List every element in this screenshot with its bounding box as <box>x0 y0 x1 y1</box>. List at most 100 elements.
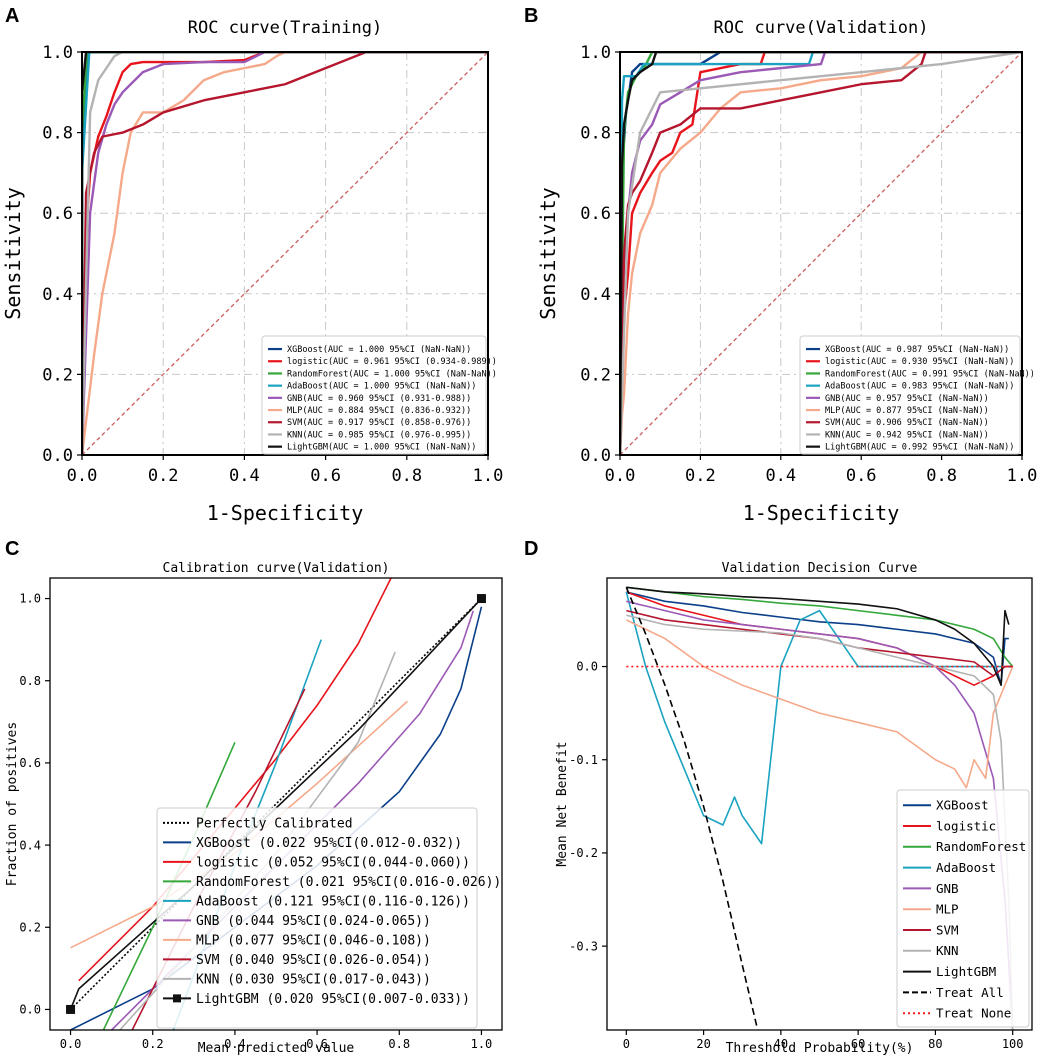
x-tick-label: 0.0 <box>605 466 636 486</box>
x-tick-label: 0.2 <box>142 1037 164 1051</box>
axes-frame <box>81 51 489 456</box>
legend-entry: LightGBM <box>936 964 996 979</box>
legend-entry: MLP <box>936 902 959 917</box>
legend-marker <box>173 994 181 1003</box>
x-axis-label: Mean predicted value <box>198 1041 355 1056</box>
legend-entry: XGBoost(AUC = 1.000 95%CI (NaN-NaN)) <box>287 345 471 355</box>
y-tick-label: 0.4 <box>580 285 611 305</box>
panel-D: D 0 20 40 60 80 100 0.0 -0.1 -0.2 -0.3 Validation D… <box>524 538 1033 1056</box>
series-gnb <box>626 600 1014 1030</box>
legend: XGBoost(AUC = 0.987 95%CI (NaN-NaN)) logi… <box>799 335 1035 455</box>
legend-entry: logistic(AUC = 0.930 95%CI (NaN-NaN)) <box>825 357 1014 367</box>
x-tick-label: 0.6 <box>310 466 341 486</box>
legend-box <box>799 335 1021 455</box>
x-tick-label: 0.6 <box>846 466 877 486</box>
x-tick-label: 1.0 <box>473 466 504 486</box>
legend-entry: MLP (0.077 95%CI(0.046-0.108)) <box>196 933 431 948</box>
legend-entry: SVM <box>936 922 959 937</box>
legend-entry: MLP(AUC = 0.877 95%CI (NaN-NaN)) <box>825 406 989 416</box>
x-tick-label: 60 <box>851 1037 865 1051</box>
x-axis-label: 1-Specificity <box>743 501 900 525</box>
chance-diagonal <box>82 52 488 455</box>
x-tick-label: 1.0 <box>1007 466 1038 486</box>
y-tick-label: 1.0 <box>42 43 73 63</box>
lightgbm-marker <box>476 594 486 604</box>
y-tick-label: 0.0 <box>19 1003 41 1017</box>
y-tick-label: 0.2 <box>42 365 73 385</box>
y-tick-label: 0.4 <box>42 285 73 305</box>
y-tick-label: 0.8 <box>19 674 41 688</box>
legend-entry: AdaBoost(AUC = 0.983 95%CI (NaN-NaN)) <box>825 382 1014 392</box>
legend-box <box>156 807 478 1029</box>
panel-A: A 0.0 0.2 0.4 0.6 0.8 1.0 0.0 0.2 0.4 0.6 0.8 1.0 ROC… <box>1 5 503 525</box>
legend-entry: KNN(AUC = 0.985 95%CI (0.976-0.995)) <box>287 430 471 440</box>
panel-C: C 0.0 0.2 0.4 0.6 0.8 1.0 0.0 0.2 0.4 0.6 0.8 1.0 Cal… <box>5 538 503 1056</box>
x-tick-label: 100 <box>1002 1037 1024 1051</box>
legend-entry: logistic (0.052 95%CI(0.044-0.060)) <box>196 855 470 870</box>
series-lightgbm <box>626 586 1010 686</box>
x-tick-label: 0.2 <box>685 466 716 486</box>
y-tick-label: 1.0 <box>580 43 611 63</box>
y-tick-label: 1.0 <box>19 592 41 606</box>
chart-title: Calibration curve(Validation) <box>163 561 390 576</box>
x-tick-label: 0.8 <box>391 466 422 486</box>
series-gnb <box>82 52 488 455</box>
series-svm <box>82 52 488 455</box>
legend-entry: MLP(AUC = 0.884 95%CI (0.836-0.932)) <box>287 406 471 416</box>
legend: XGBoost logistic RandomForest AdaBoost GNB ML… <box>896 789 1030 1028</box>
legend-entry: LightGBM(AUC = 0.992 95%CI (NaN-NaN)) <box>825 443 1014 453</box>
legend-entry: RandomForest <box>936 839 1026 854</box>
legend-entry: KNN (0.030 95%CI(0.017-0.043)) <box>196 972 431 987</box>
legend-entry: logistic <box>936 818 996 833</box>
x-tick-label: 20 <box>696 1037 710 1051</box>
series-randomforest <box>626 586 1014 668</box>
y-tick-label: -0.3 <box>569 939 598 953</box>
legend-entry: XGBoost(AUC = 0.987 95%CI (NaN-NaN)) <box>825 345 1009 355</box>
y-tick-label: 0.2 <box>19 920 41 934</box>
x-tick-label: 0.8 <box>388 1037 410 1051</box>
legend-entry: Perfectly Calibrated <box>196 816 353 831</box>
x-tick-label: 1.0 <box>471 1037 493 1051</box>
x-tick-label: 0.4 <box>765 466 796 486</box>
y-axis-label: Fraction of positives <box>5 722 20 886</box>
series-mlp <box>620 52 1022 455</box>
legend-entry: SVM(AUC = 0.917 95%CI (0.858-0.976)) <box>287 418 471 428</box>
x-tick-label: 40 <box>774 1037 788 1051</box>
panel-label: D <box>524 538 538 560</box>
series-adaboost <box>82 52 488 455</box>
chance-diagonal <box>620 52 1022 455</box>
y-tick-label: 0.8 <box>580 124 611 144</box>
y-tick-label: 0.6 <box>19 756 41 770</box>
legend-entry: LightGBM(AUC = 1.000 95%CI (NaN-NaN)) <box>287 443 476 453</box>
series-knn <box>620 52 1022 455</box>
plot-area <box>82 52 488 455</box>
series-lightgbm <box>82 52 488 455</box>
plot-area <box>625 586 1014 1030</box>
x-tick-label: 0.4 <box>229 466 260 486</box>
legend-entry: SVM (0.040 95%CI(0.026-0.054)) <box>196 953 431 968</box>
y-tick-label: 0.0 <box>576 660 598 674</box>
legend-box <box>896 789 1030 1028</box>
y-tick-label: -0.2 <box>569 846 598 860</box>
x-tick-label: 0.2 <box>148 466 179 486</box>
legend-entry: GNB <box>936 881 959 896</box>
series-xgboost <box>82 52 488 455</box>
legend: Perfectly Calibrated XGBoost (0.022 95%CI… <box>156 807 501 1029</box>
series-mlp <box>625 619 1014 789</box>
panel-B: B 0.0 0.2 0.4 0.6 0.8 1.0 0.0 0.2 0.4 0.6 0.8 1.0 ROC… <box>524 5 1037 525</box>
legend-entry: XGBoost <box>936 798 989 813</box>
series-knn <box>82 52 488 455</box>
panel-label: B <box>524 5 538 27</box>
x-tick-label: 80 <box>928 1037 942 1051</box>
legend-entry: Treat All <box>936 985 1004 1000</box>
legend-entry: Treat None <box>936 1006 1011 1021</box>
legend-entry: RandomForest (0.021 95%CI(0.016-0.026)) <box>196 875 501 890</box>
x-tick-label: 0.6 <box>306 1037 328 1051</box>
legend-entry: KNN <box>936 943 959 958</box>
x-axis-label: Threshold Probability(%) <box>726 1041 914 1056</box>
legend-box <box>261 335 487 455</box>
x-tick-label: 0 <box>623 1037 630 1051</box>
y-axis-label: Sensitivity <box>1 187 25 319</box>
y-axis-label: Sensitivity <box>536 187 560 319</box>
